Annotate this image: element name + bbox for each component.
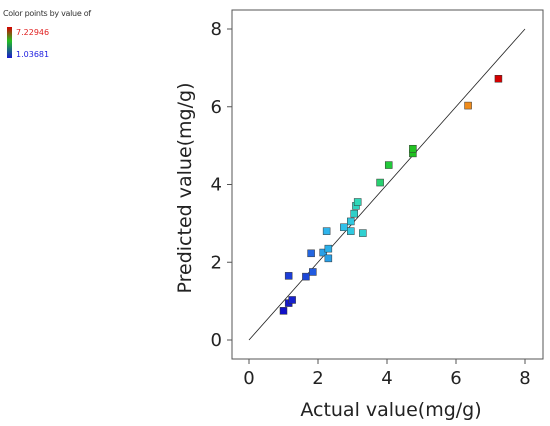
data-point [324, 244, 333, 253]
data-point [279, 307, 288, 315]
x-tick-label: 4 [381, 368, 392, 389]
data-point [284, 272, 293, 280]
x-axis-title: Actual value(mg/g) [300, 399, 481, 421]
data-point [302, 272, 310, 281]
data-point [353, 198, 362, 206]
data-point [288, 296, 296, 304]
data-point [384, 161, 393, 169]
y-tick-label: 4 [211, 175, 222, 196]
reference-line [248, 28, 526, 341]
data-point [350, 209, 358, 218]
data-point [340, 223, 348, 232]
y-axis-ticks: 0 2 4 6 8 [211, 19, 232, 351]
data-points [279, 75, 503, 315]
legend-min-label: 1.03681 [16, 50, 49, 59]
x-tick-label: 6 [450, 368, 461, 389]
data-point [309, 268, 317, 276]
data-point [319, 248, 327, 257]
data-point [322, 227, 331, 235]
data-point [494, 75, 503, 83]
data-point [359, 229, 367, 237]
x-tick-label: 8 [519, 368, 530, 389]
y-tick-label: 0 [211, 330, 222, 351]
legend-max-label: 7.22946 [16, 28, 49, 37]
y-tick-label: 2 [211, 252, 222, 273]
legend-color-bar [7, 27, 12, 58]
color-legend: Color points by value of 7.22946 1.03681 [3, 9, 92, 59]
legend-title: Color points by value of [3, 9, 91, 18]
x-tick-label: 2 [312, 368, 323, 389]
data-point [347, 227, 355, 235]
data-point [409, 144, 417, 153]
y-tick-label: 6 [211, 97, 222, 118]
x-axis-ticks: 0 2 4 6 8 [243, 359, 531, 389]
y-axis-title: Predicted value(mg/g) [174, 83, 196, 294]
data-point [464, 101, 472, 110]
data-point [347, 217, 355, 226]
data-point [376, 178, 384, 187]
x-tick-label: 0 [243, 368, 254, 389]
data-point [307, 249, 315, 258]
y-tick-label: 8 [211, 19, 222, 40]
data-point [324, 254, 333, 263]
